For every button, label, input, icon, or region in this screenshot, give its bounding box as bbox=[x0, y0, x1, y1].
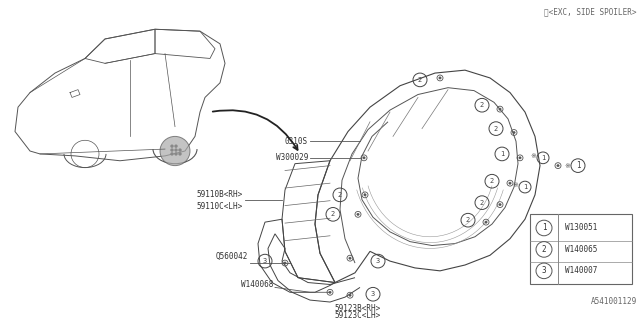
Circle shape bbox=[364, 194, 366, 196]
Text: 1: 1 bbox=[576, 161, 580, 170]
Text: W130051: W130051 bbox=[565, 223, 597, 233]
FancyArrowPatch shape bbox=[212, 110, 298, 150]
Text: 1: 1 bbox=[500, 151, 504, 157]
Circle shape bbox=[485, 221, 487, 223]
Circle shape bbox=[171, 149, 173, 151]
Text: 2: 2 bbox=[331, 211, 335, 217]
Text: 2: 2 bbox=[490, 178, 494, 184]
Circle shape bbox=[357, 213, 359, 215]
Text: 2: 2 bbox=[480, 102, 484, 108]
Text: 3: 3 bbox=[371, 291, 375, 297]
Circle shape bbox=[171, 153, 173, 155]
Text: 59123B<RH>: 59123B<RH> bbox=[335, 304, 381, 313]
Circle shape bbox=[329, 291, 332, 293]
Text: 2: 2 bbox=[418, 77, 422, 83]
Circle shape bbox=[175, 149, 177, 151]
Circle shape bbox=[160, 136, 190, 166]
Text: ※<EXC, SIDE SPOILER>: ※<EXC, SIDE SPOILER> bbox=[545, 8, 637, 17]
Circle shape bbox=[175, 153, 177, 155]
Circle shape bbox=[513, 131, 515, 134]
Text: W140065: W140065 bbox=[565, 245, 597, 254]
Circle shape bbox=[509, 182, 511, 184]
Text: 0310S: 0310S bbox=[285, 137, 308, 146]
Text: 2: 2 bbox=[494, 126, 498, 132]
Text: 3: 3 bbox=[263, 258, 267, 264]
Circle shape bbox=[519, 157, 521, 159]
Circle shape bbox=[175, 145, 177, 147]
Text: W300029: W300029 bbox=[276, 153, 308, 162]
Circle shape bbox=[171, 145, 173, 147]
Circle shape bbox=[499, 108, 501, 110]
Text: Q560042: Q560042 bbox=[216, 252, 248, 261]
Text: 1: 1 bbox=[541, 155, 545, 161]
Text: 59110C<LH>: 59110C<LH> bbox=[196, 202, 243, 211]
Circle shape bbox=[284, 262, 286, 264]
FancyBboxPatch shape bbox=[530, 214, 632, 284]
Text: 3: 3 bbox=[376, 258, 380, 264]
Text: ※: ※ bbox=[564, 163, 570, 169]
Circle shape bbox=[499, 204, 501, 206]
Circle shape bbox=[439, 77, 441, 79]
Circle shape bbox=[179, 149, 181, 151]
Text: ※: ※ bbox=[530, 153, 536, 159]
Text: 2: 2 bbox=[480, 200, 484, 206]
Text: 2: 2 bbox=[541, 245, 547, 254]
Text: 2: 2 bbox=[466, 217, 470, 223]
Text: ※: ※ bbox=[512, 182, 518, 188]
Text: 59123C<LH>: 59123C<LH> bbox=[335, 311, 381, 320]
Circle shape bbox=[349, 257, 351, 259]
Text: W140007: W140007 bbox=[565, 266, 597, 275]
Circle shape bbox=[179, 153, 181, 155]
Text: A541001129: A541001129 bbox=[591, 297, 637, 306]
Text: 1: 1 bbox=[541, 223, 547, 233]
Text: 2: 2 bbox=[338, 192, 342, 198]
Circle shape bbox=[363, 157, 365, 159]
Circle shape bbox=[349, 294, 351, 296]
Text: 1: 1 bbox=[523, 184, 527, 190]
Circle shape bbox=[557, 164, 559, 167]
Text: 59110B<RH>: 59110B<RH> bbox=[196, 190, 243, 199]
Text: 3: 3 bbox=[541, 266, 547, 275]
Text: W140068: W140068 bbox=[241, 280, 273, 289]
